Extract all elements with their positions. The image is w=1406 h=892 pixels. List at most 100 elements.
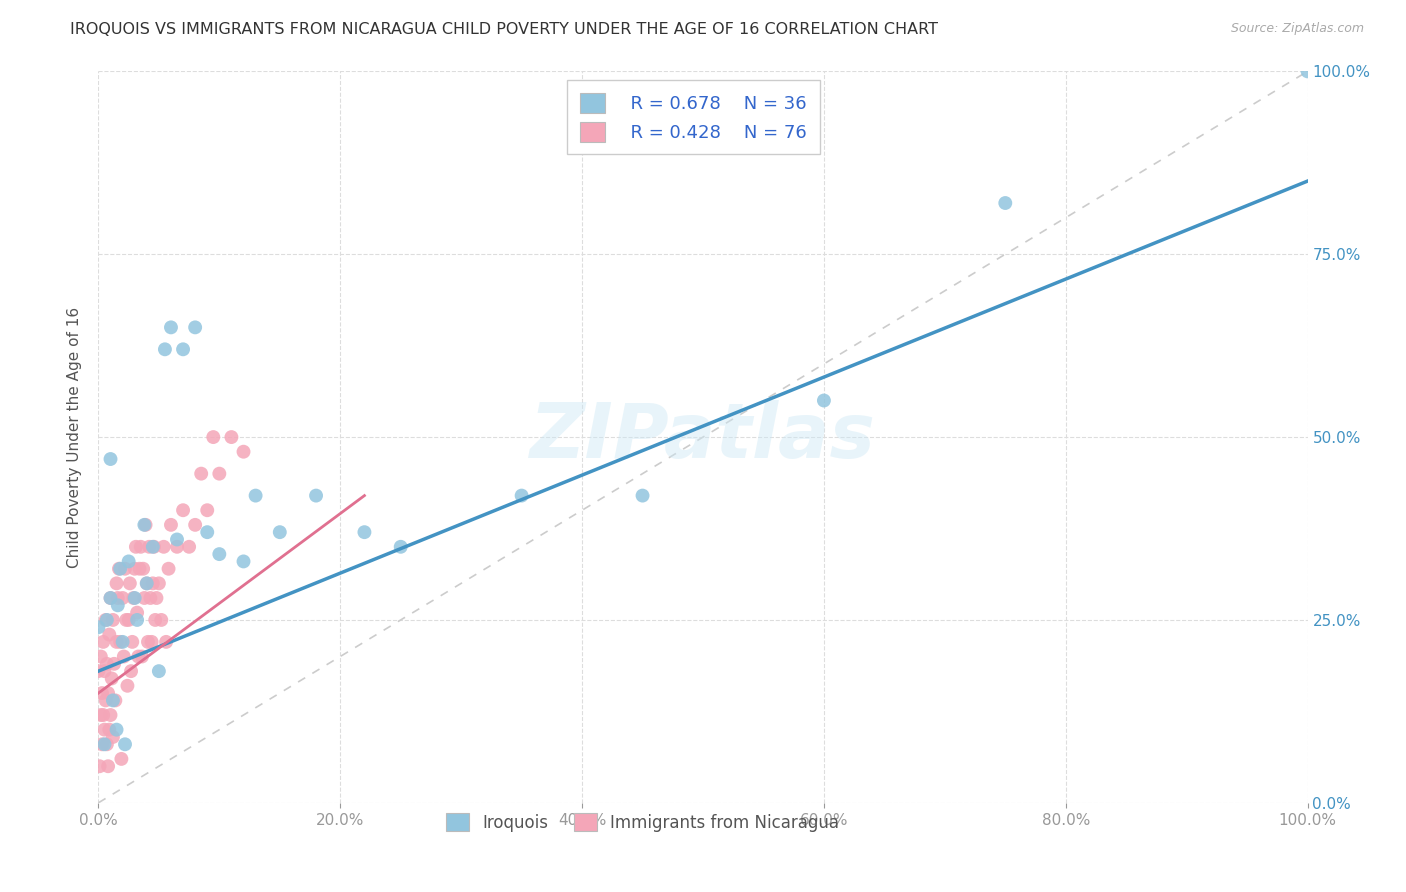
Point	[90, 708, 112, 723]
Point	[111, 635, 134, 649]
Point	[510, 489, 533, 503]
Point	[118, 554, 141, 568]
Point	[132, 562, 155, 576]
Point	[994, 196, 1017, 211]
Point	[157, 562, 180, 576]
Point	[107, 591, 129, 605]
Point	[153, 343, 176, 357]
Point	[134, 591, 156, 605]
Point	[125, 540, 148, 554]
Point	[152, 540, 174, 554]
Point	[127, 613, 149, 627]
Point	[221, 430, 243, 444]
Point	[305, 489, 328, 503]
Point	[114, 737, 136, 751]
Point	[115, 613, 138, 627]
Point	[134, 517, 156, 532]
Point	[195, 525, 218, 540]
Point	[208, 547, 231, 561]
Point	[124, 591, 146, 605]
Point	[172, 503, 194, 517]
Point	[111, 591, 134, 605]
Point	[112, 649, 135, 664]
Point	[142, 540, 165, 554]
Point	[143, 613, 166, 627]
Point	[245, 489, 267, 503]
Point	[124, 562, 146, 576]
Point	[105, 576, 128, 591]
Point	[142, 576, 165, 591]
Point	[89, 759, 111, 773]
Point	[94, 613, 117, 627]
Point	[813, 393, 835, 408]
Point	[97, 759, 120, 773]
Point	[138, 540, 160, 554]
Point	[101, 730, 124, 744]
Point	[232, 444, 254, 458]
Point	[135, 576, 157, 591]
Point	[90, 649, 112, 664]
Point	[114, 562, 136, 576]
Point	[127, 649, 149, 664]
Point	[148, 576, 170, 591]
Point	[118, 576, 141, 591]
Point	[122, 591, 145, 605]
Point	[117, 679, 139, 693]
Point	[100, 672, 122, 686]
Point	[166, 540, 188, 554]
Point	[202, 430, 225, 444]
Point	[148, 664, 170, 678]
Point	[389, 540, 412, 554]
Y-axis label: Child Poverty Under the Age of 16: Child Poverty Under the Age of 16	[67, 307, 83, 567]
Point	[631, 489, 654, 503]
Point	[208, 467, 231, 481]
Point	[129, 540, 152, 554]
Point	[98, 723, 121, 737]
Point	[96, 613, 118, 627]
Text: Source: ZipAtlas.com: Source: ZipAtlas.com	[1230, 22, 1364, 36]
Point	[128, 562, 150, 576]
Point	[93, 723, 115, 737]
Point	[184, 320, 207, 334]
Point	[91, 635, 114, 649]
Point	[93, 664, 115, 678]
Point	[172, 343, 194, 357]
Point	[101, 613, 124, 627]
Point	[139, 591, 162, 605]
Point	[120, 664, 142, 678]
Point	[135, 517, 157, 532]
Point	[87, 620, 110, 634]
Point	[96, 737, 118, 751]
Point	[105, 635, 128, 649]
Point	[97, 686, 120, 700]
Point	[232, 554, 254, 568]
Point	[108, 635, 131, 649]
Point	[179, 540, 201, 554]
Point	[108, 562, 131, 576]
Point	[108, 562, 131, 576]
Point	[94, 693, 117, 707]
Point	[118, 613, 141, 627]
Point	[160, 517, 183, 532]
Point	[98, 627, 121, 641]
Text: IROQUOIS VS IMMIGRANTS FROM NICARAGUA CHILD POVERTY UNDER THE AGE OF 16 CORRELAT: IROQUOIS VS IMMIGRANTS FROM NICARAGUA CH…	[70, 22, 938, 37]
Point	[195, 503, 218, 517]
Point	[127, 606, 149, 620]
Point	[145, 591, 167, 605]
Point	[160, 320, 183, 334]
Legend: Iroquois, Immigrants from Nicaragua: Iroquois, Immigrants from Nicaragua	[439, 806, 846, 838]
Point	[107, 599, 129, 613]
Point	[91, 686, 114, 700]
Point	[100, 591, 122, 605]
Point	[166, 533, 188, 547]
Point	[87, 664, 110, 678]
Point	[104, 693, 127, 707]
Point	[91, 708, 114, 723]
Point	[143, 540, 166, 554]
Point	[101, 693, 124, 707]
Point	[353, 525, 375, 540]
Point	[103, 657, 125, 671]
Point	[135, 576, 157, 591]
Point	[131, 649, 153, 664]
Point	[136, 635, 159, 649]
